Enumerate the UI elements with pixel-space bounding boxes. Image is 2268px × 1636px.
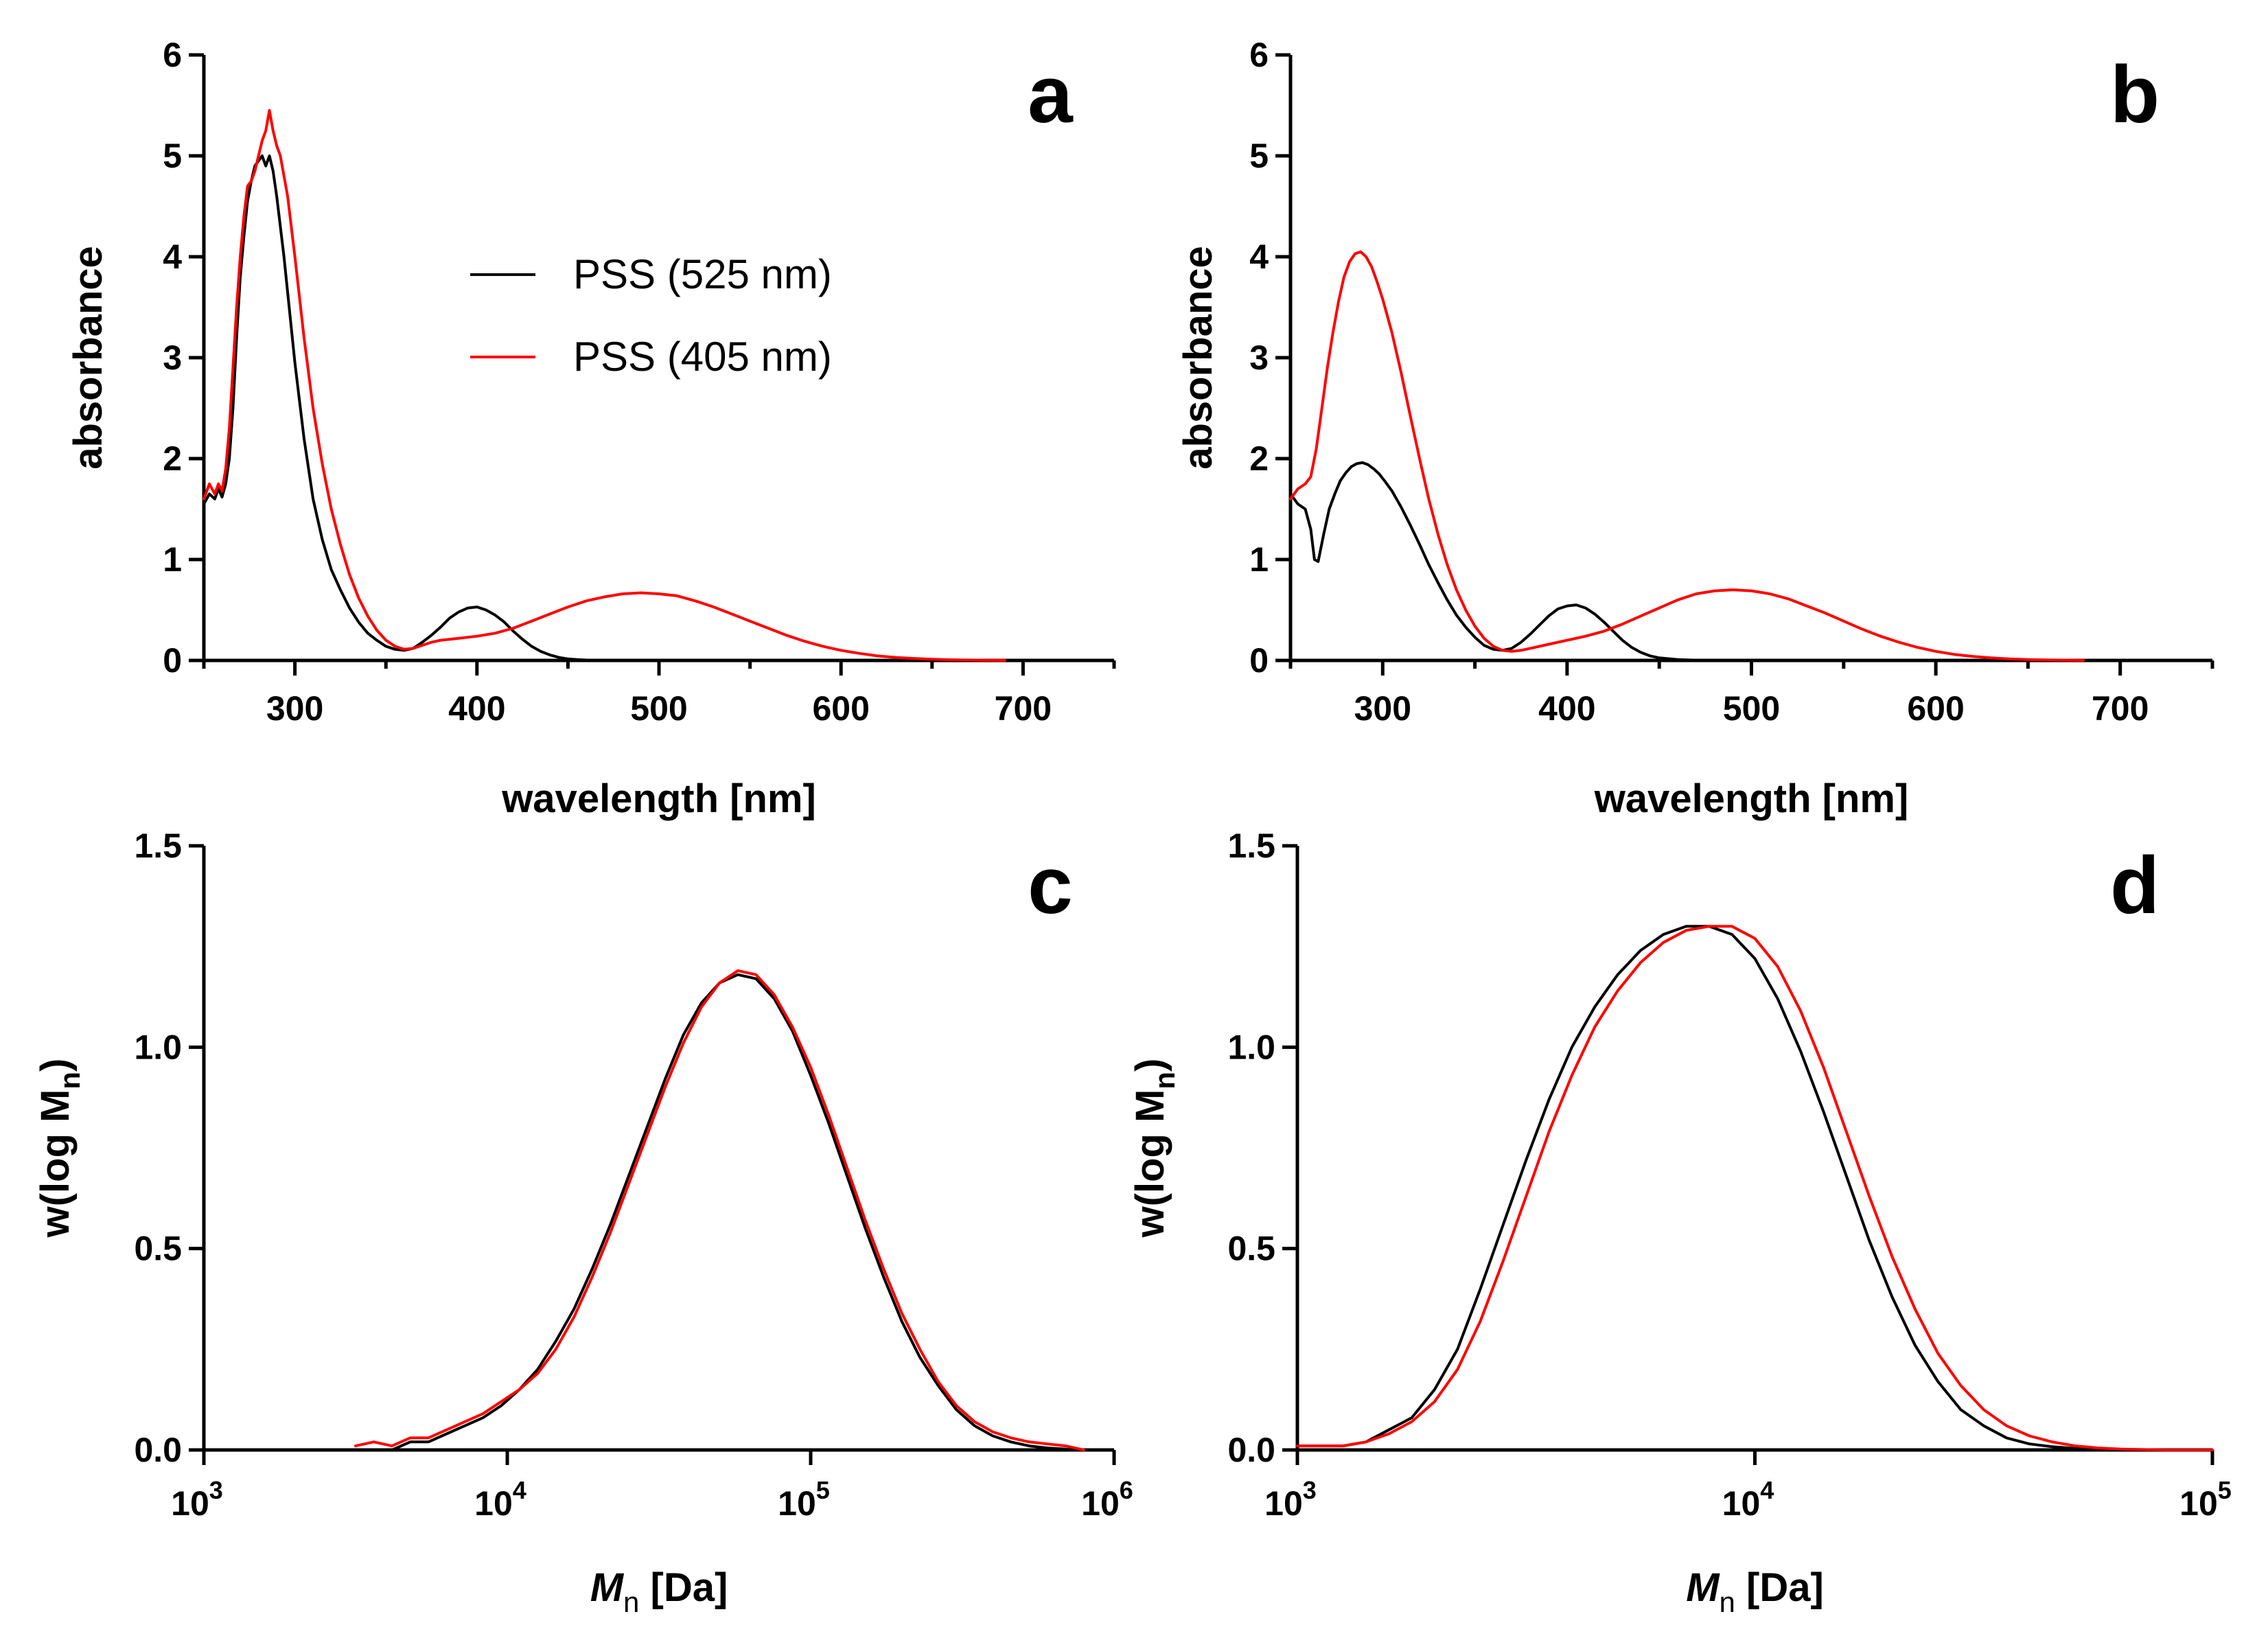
y-tick-label: 4 — [1249, 238, 1269, 276]
series-line-pss-405 — [202, 108, 1006, 662]
panel-letter: d — [2110, 840, 2160, 931]
panel-letter: a — [1028, 49, 1074, 140]
x-tick-label: 103 — [171, 1476, 223, 1523]
y-axis-label-text: w(log M — [33, 1090, 78, 1238]
series-line-pss-405 — [354, 969, 1085, 1451]
series-line-pss-525 — [1289, 461, 2085, 662]
y-axis-label: w(log Mn) — [33, 1059, 86, 1238]
legend: PSS (525 nm) PSS (405 nm) — [470, 251, 832, 380]
series-line-pss-405 — [1296, 925, 2214, 1451]
y-tick-label: 2 — [163, 439, 182, 478]
x-tick-label: 500 — [630, 689, 687, 728]
tick-base: 10 — [1081, 1484, 1120, 1523]
x-axis-label-unit: [Da] — [1735, 1565, 1824, 1610]
x-tick-label: 105 — [778, 1476, 830, 1523]
y-axis-label-close: ) — [1128, 1059, 1172, 1072]
legend-entry: PSS (525 nm) — [573, 251, 832, 297]
x-tick-label: 300 — [266, 689, 323, 728]
x-axis-label-unit: [Da] — [639, 1565, 728, 1610]
y-tick-label: 5 — [163, 137, 182, 175]
y-axis-label: w(log Mn) — [1128, 1059, 1181, 1238]
tick-exponent: 5 — [2218, 1476, 2232, 1504]
x-tick-label: 400 — [1538, 689, 1595, 728]
chart-panel-b: 0 1 2 3 4 5 6 300 400 500 600 700 wavelength [nm] abs… — [1176, 36, 2214, 821]
y-tick-label: 0.0 — [1227, 1431, 1275, 1469]
x-axis-label: Mn [Da] — [590, 1565, 728, 1618]
x-axis-label-symbol: M — [590, 1565, 625, 1610]
x-axis-label-subscript: n — [1720, 1586, 1735, 1618]
tick-exponent: 4 — [1760, 1476, 1774, 1504]
y-axis-label: absorbance — [1176, 246, 1220, 470]
x-tick-label: 600 — [1907, 689, 1964, 728]
tick-base: 10 — [1722, 1484, 1761, 1523]
legend-entry: PSS (405 nm) — [573, 334, 832, 380]
y-tick-label: 3 — [163, 338, 182, 377]
y-tick-label: 0.0 — [134, 1431, 182, 1469]
y-tick-label: 6 — [1249, 36, 1269, 74]
y-tick-label: 6 — [163, 36, 182, 74]
y-tick-label: 1.5 — [1227, 827, 1275, 865]
y-tick-label: 1 — [163, 540, 182, 579]
x-axis-label-subscript: n — [623, 1586, 639, 1618]
panel-letter: b — [2110, 49, 2160, 140]
y-tick-label: 2 — [1249, 439, 1269, 478]
x-axis-label-symbol: M — [1686, 1565, 1720, 1610]
y-tick-label: 0.5 — [134, 1230, 182, 1268]
series-line-pss-405 — [1289, 250, 2085, 662]
x-tick-label: 106 — [1081, 1476, 1133, 1523]
y-axis-label-close: ) — [33, 1059, 78, 1072]
tick-exponent: 5 — [816, 1476, 830, 1504]
tick-base: 10 — [171, 1484, 209, 1523]
y-tick-label: 0.5 — [1227, 1230, 1275, 1268]
y-axis-label-subscript: n — [1148, 1072, 1181, 1090]
x-tick-label: 400 — [448, 689, 505, 728]
panel-letter: c — [1028, 840, 1073, 931]
series-line-pss-525 — [1296, 925, 2214, 1451]
tick-base: 10 — [2179, 1484, 2218, 1523]
tick-exponent: 6 — [1120, 1476, 1133, 1504]
y-tick-label: 1.0 — [134, 1028, 182, 1066]
tick-exponent: 3 — [1303, 1476, 1317, 1504]
y-tick-label: 1 — [1249, 540, 1269, 579]
series-line-pss-525 — [202, 154, 1006, 662]
y-tick-label: 0 — [163, 641, 182, 680]
tick-exponent: 4 — [513, 1476, 526, 1504]
tick-exponent: 3 — [209, 1476, 223, 1504]
x-tick-label: 103 — [1264, 1476, 1317, 1523]
y-tick-label: 1.0 — [1227, 1028, 1275, 1066]
x-tick-label: 300 — [1354, 689, 1411, 728]
x-tick-label: 104 — [1722, 1476, 1774, 1523]
x-axis-label: Mn [Da] — [1686, 1565, 1824, 1618]
x-tick-label: 104 — [474, 1476, 526, 1523]
x-axis-label: wavelength [nm] — [1594, 776, 1909, 821]
y-axis-label: absorbance — [66, 246, 111, 470]
x-tick-label: 700 — [2092, 689, 2149, 728]
tick-base: 10 — [778, 1484, 816, 1523]
x-tick-label: 500 — [1723, 689, 1780, 728]
y-tick-label: 5 — [1249, 137, 1269, 175]
chart-panel-a: 0 1 2 3 4 5 6 300 400 500 600 700 wavelength [nm] abs… — [66, 36, 1116, 821]
series-line-pss-525 — [354, 973, 1085, 1451]
y-tick-label: 3 — [1249, 338, 1269, 377]
x-tick-label: 105 — [2179, 1476, 2232, 1523]
y-tick-label: 0 — [1249, 641, 1269, 680]
y-tick-label: 1.5 — [134, 827, 182, 865]
y-axis-label-text: w(log M — [1128, 1090, 1172, 1238]
x-tick-label: 600 — [812, 689, 869, 728]
y-axis-label-subscript: n — [54, 1072, 86, 1090]
tick-base: 10 — [1264, 1484, 1303, 1523]
tick-base: 10 — [474, 1484, 513, 1523]
x-tick-label: 700 — [995, 689, 1052, 728]
x-axis-label: wavelength [nm] — [501, 776, 816, 821]
y-tick-label: 4 — [163, 238, 182, 276]
